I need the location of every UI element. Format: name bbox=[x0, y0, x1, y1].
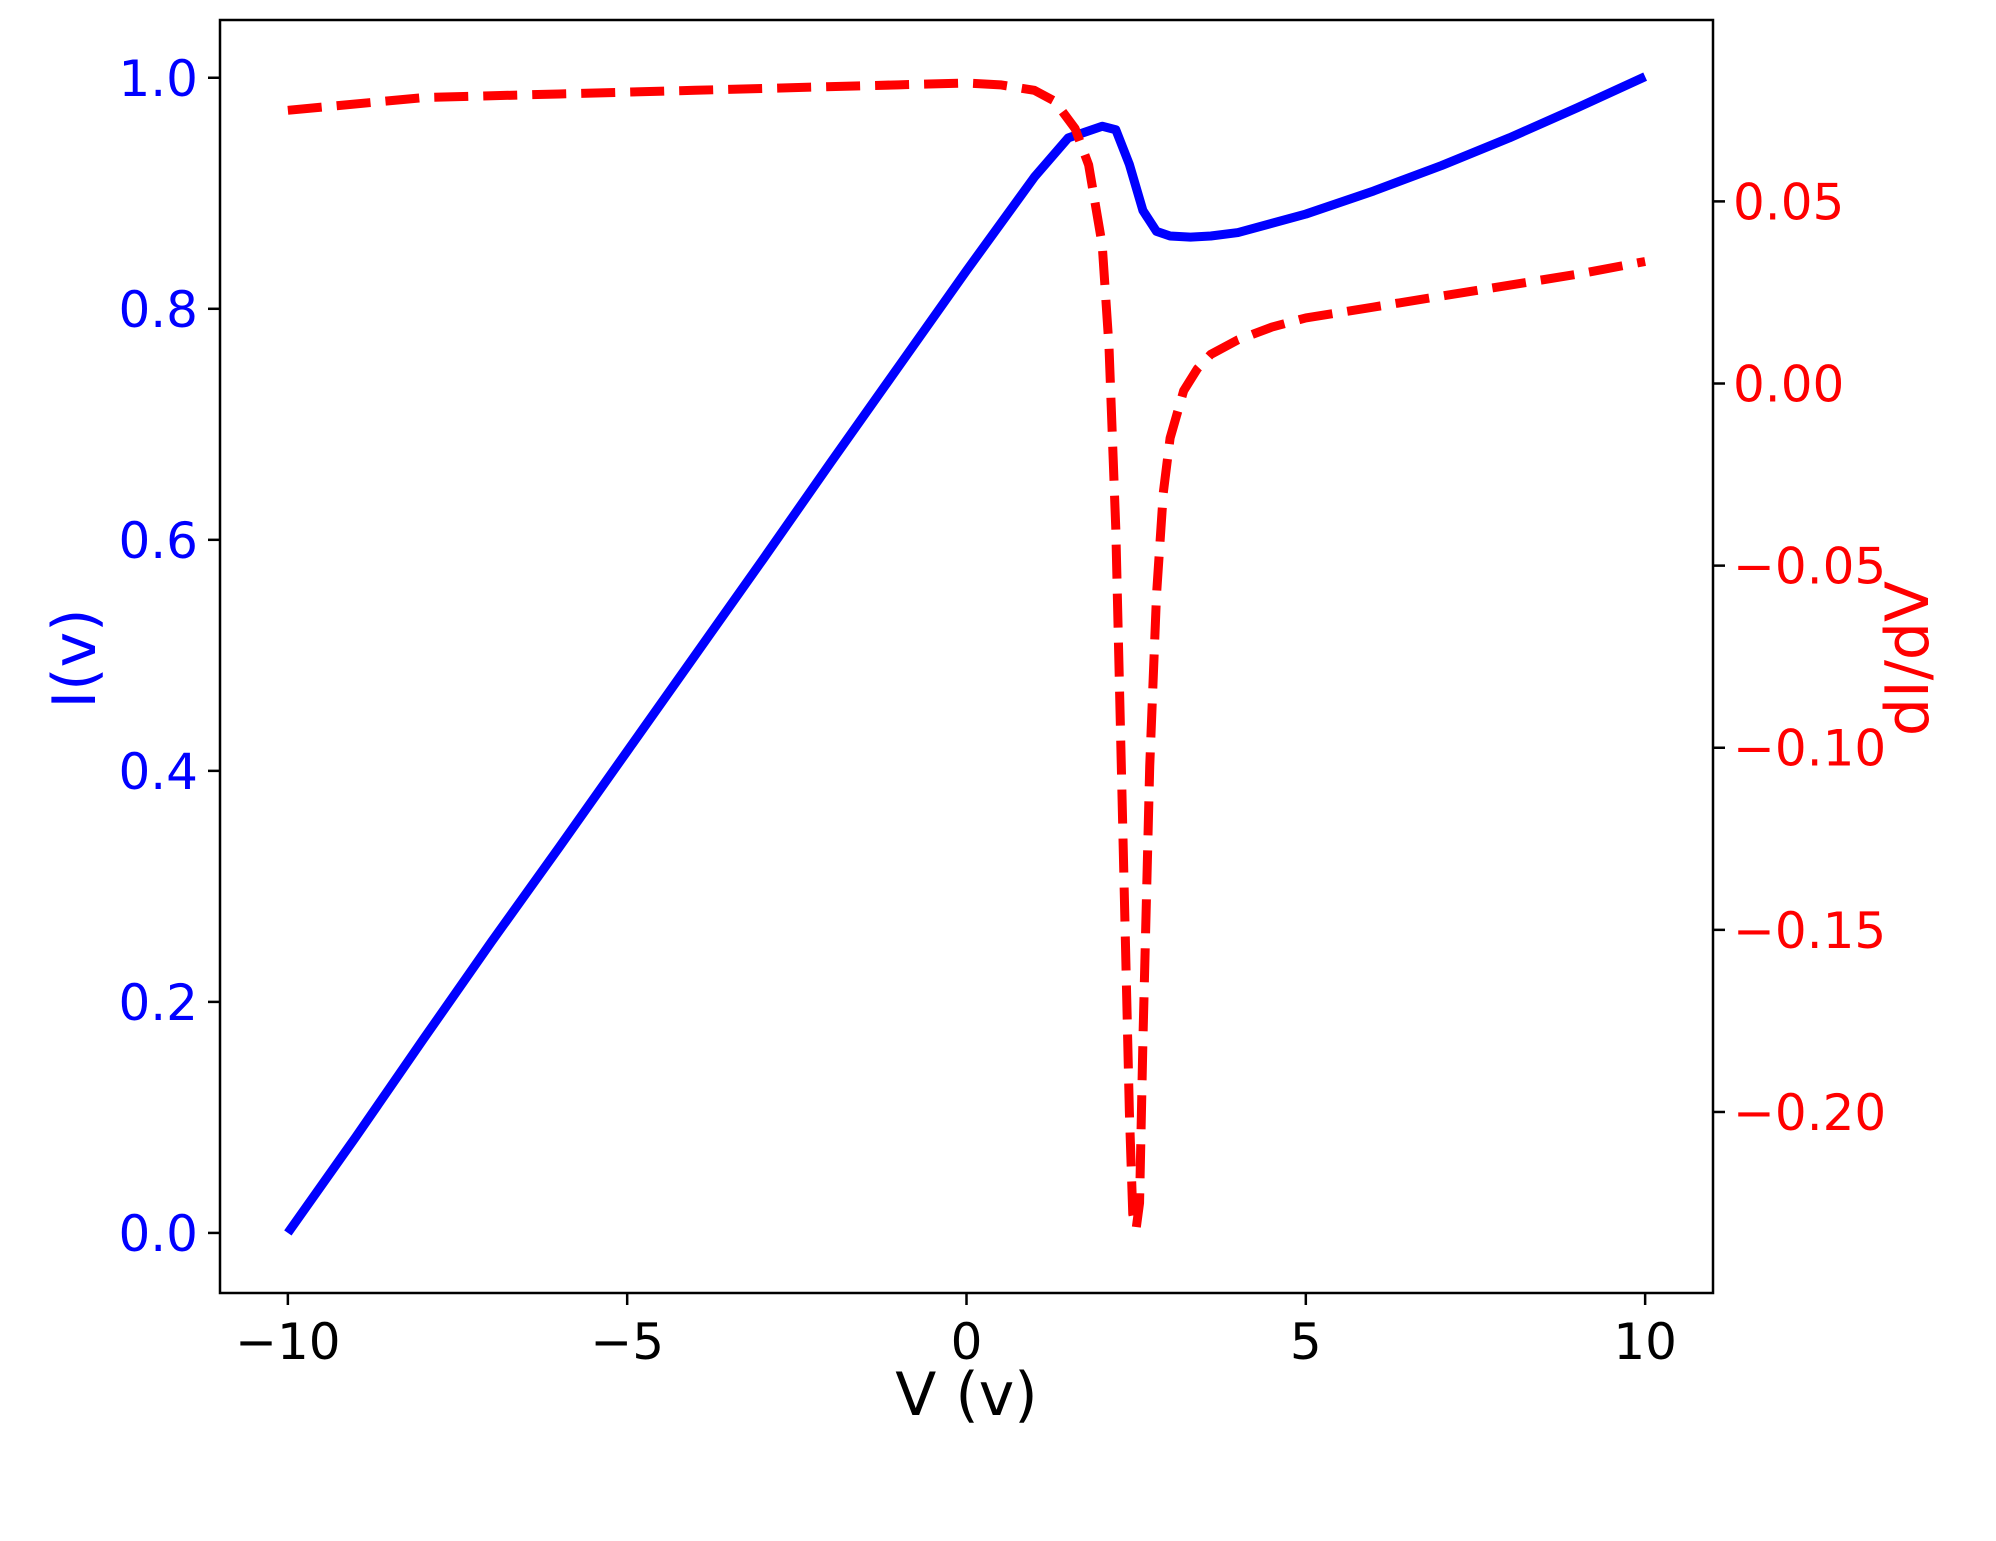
y-right-tick-label: −0.10 bbox=[1733, 720, 1886, 778]
y-left-tick-label: 0.4 bbox=[118, 743, 198, 801]
ticks-layer: −10 −5 0 5 10 0.0 0.2 0.4 0.6 0.8 1.0 −0.20 −0.15 −0.… bbox=[118, 50, 1886, 1371]
y-left-tick-label: 0.2 bbox=[118, 974, 198, 1032]
plot-layer bbox=[284, 72, 1648, 1236]
x-tick-label: −5 bbox=[590, 1313, 664, 1371]
x-tick-label: 0 bbox=[951, 1313, 983, 1371]
y-left-tick-label: 0.6 bbox=[118, 512, 198, 570]
y-right-axis-title: dI/dV bbox=[1873, 581, 1943, 736]
current-series-line bbox=[284, 72, 1648, 1236]
y-right-tick-label: 0.05 bbox=[1733, 173, 1844, 231]
y-left-tick-label: 0.8 bbox=[118, 281, 198, 339]
x-tick-label: 5 bbox=[1290, 1313, 1322, 1371]
y-right-tick-label: 0.00 bbox=[1733, 356, 1844, 414]
y-left-axis-title: I(v) bbox=[40, 608, 110, 708]
y-left-tick-label: 1.0 bbox=[118, 50, 198, 108]
y-right-tick-label: −0.15 bbox=[1733, 902, 1886, 960]
didv-series-line bbox=[287, 78, 1646, 1234]
x-tick-label: −10 bbox=[235, 1313, 341, 1371]
x-axis-title: V (v) bbox=[895, 1360, 1037, 1430]
y-right-tick-label: −0.20 bbox=[1733, 1084, 1886, 1142]
y-right-tick-label: −0.05 bbox=[1733, 538, 1886, 596]
y-left-tick-label: 0.0 bbox=[118, 1205, 198, 1263]
plot-frame bbox=[218, 18, 1715, 1295]
x-tick-label: 10 bbox=[1613, 1313, 1677, 1371]
